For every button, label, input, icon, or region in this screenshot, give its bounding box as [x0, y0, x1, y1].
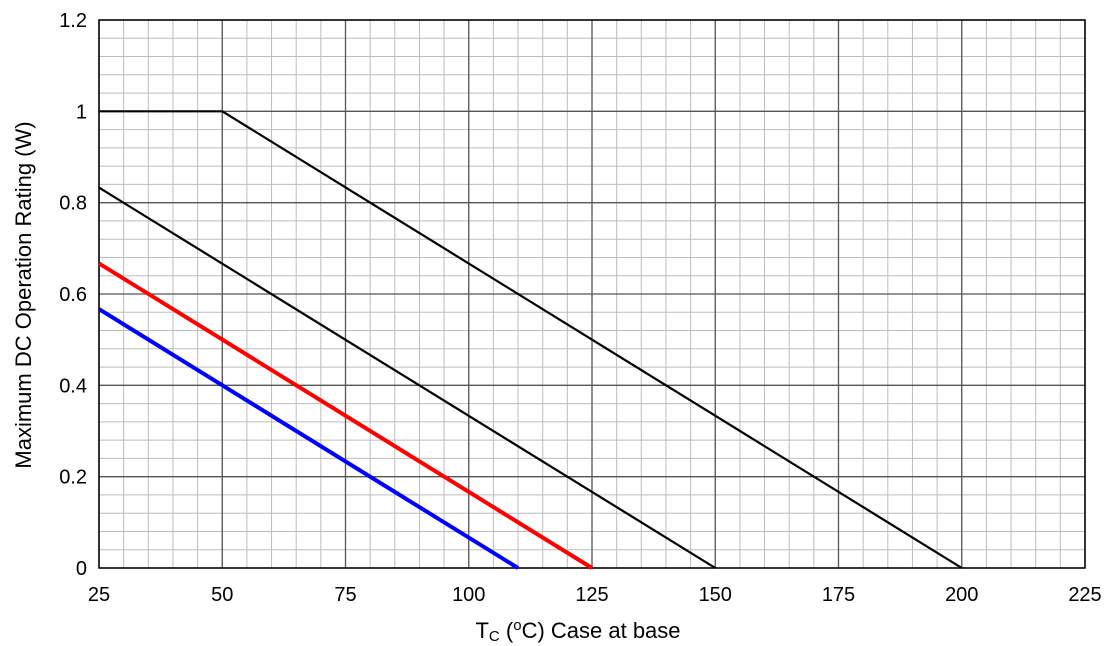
y-tick-labels: 0 0.2 0.4 0.6 0.8 1 1.2 — [59, 10, 87, 580]
y-tick-label-5: 1 — [76, 101, 87, 123]
y-tick-label-3: 0.6 — [59, 284, 87, 306]
x-tick-label-7: 200 — [945, 584, 978, 606]
y-tick-label-1: 0.2 — [59, 467, 87, 489]
x-tick-label-5: 150 — [699, 584, 732, 606]
series-line-3 — [97, 307, 520, 570]
x-tick-label-0: 25 — [88, 584, 110, 606]
x-axis-title-open: ( — [500, 618, 514, 643]
x-axis-title-sup: o — [513, 617, 521, 634]
y-tick-label-2: 0.4 — [59, 375, 87, 397]
x-tick-label-3: 100 — [452, 584, 485, 606]
series-line-0 — [99, 110, 963, 569]
y-tick-label-0: 0 — [76, 558, 87, 580]
series-group — [97, 110, 963, 570]
x-tick-label-2: 75 — [334, 584, 356, 606]
x-axis-title-sub: C — [489, 628, 500, 645]
x-tick-labels: 25 50 75 100 125 150 175 200 225 — [88, 584, 1102, 606]
x-axis-title-main: T — [475, 618, 488, 643]
x-tick-label-4: 125 — [575, 584, 608, 606]
y-tick-label-4: 0.8 — [59, 193, 87, 215]
series-line-1 — [98, 186, 716, 569]
y-axis-title: Maximum DC Operation Rating (W) — [11, 121, 36, 468]
x-tick-label-8: 225 — [1068, 584, 1101, 606]
x-axis-title-rest: C) Case at base — [522, 618, 681, 643]
x-tick-label-6: 175 — [822, 584, 855, 606]
y-tick-label-6: 1.2 — [59, 10, 87, 32]
series-line-2 — [97, 261, 594, 570]
x-tick-label-1: 50 — [211, 584, 233, 606]
x-axis-title: TC (oC) Case at base — [475, 617, 680, 645]
